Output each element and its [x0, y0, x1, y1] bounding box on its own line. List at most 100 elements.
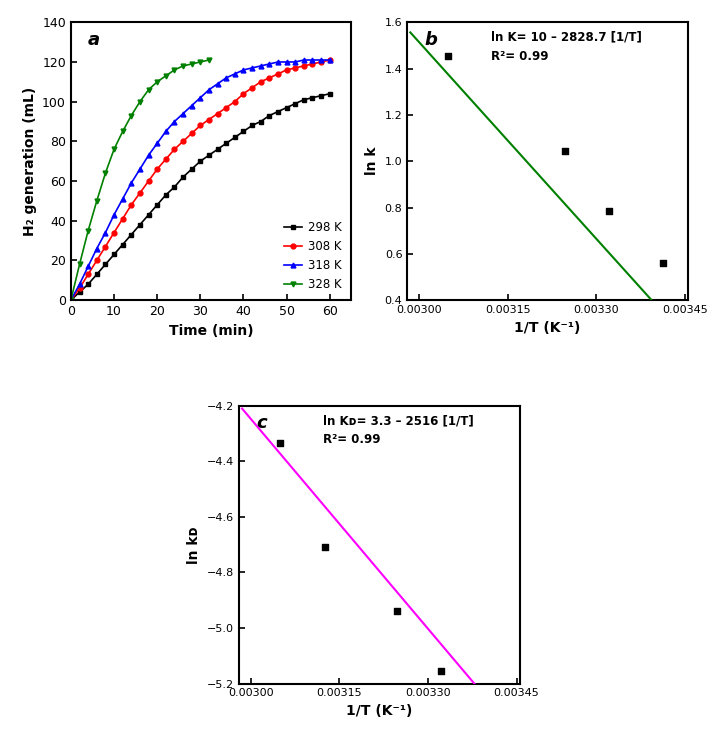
328 K	[67, 296, 75, 305]
318 K	[170, 117, 179, 126]
318 K	[317, 56, 325, 65]
298 K	[110, 250, 118, 259]
308 K	[153, 165, 162, 174]
298 K	[93, 270, 101, 279]
318 K	[153, 139, 162, 148]
318 K	[135, 165, 144, 174]
Point	[391, 606, 403, 617]
308 K	[93, 256, 101, 265]
298 K	[230, 133, 239, 142]
318 K	[196, 94, 205, 103]
318 K	[93, 244, 101, 253]
308 K	[308, 59, 317, 68]
318 K	[75, 280, 84, 289]
298 K	[179, 172, 187, 181]
328 K	[205, 56, 213, 65]
298 K	[145, 210, 153, 219]
298 K	[84, 280, 92, 289]
328 K	[75, 260, 84, 269]
318 K	[67, 296, 75, 305]
298 K	[75, 288, 84, 296]
308 K	[145, 177, 153, 186]
298 K	[205, 151, 213, 160]
328 K	[162, 71, 170, 80]
298 K	[170, 183, 179, 192]
298 K	[222, 139, 230, 148]
308 K	[118, 214, 127, 223]
318 K	[282, 57, 291, 66]
Point	[442, 50, 454, 62]
308 K	[222, 103, 230, 112]
298 K	[239, 127, 247, 136]
Point	[657, 257, 669, 269]
318 K	[265, 59, 274, 68]
328 K	[127, 111, 135, 120]
308 K	[162, 155, 170, 163]
298 K	[196, 157, 205, 166]
318 K	[257, 62, 265, 71]
328 K	[84, 226, 92, 235]
318 K	[248, 63, 257, 72]
318 K	[110, 210, 118, 219]
298 K	[308, 94, 317, 103]
Point	[603, 205, 615, 217]
298 K	[135, 220, 144, 229]
298 K	[162, 190, 170, 199]
308 K	[213, 109, 222, 118]
308 K	[274, 69, 282, 78]
318 K	[222, 74, 230, 82]
308 K	[291, 63, 299, 72]
308 K	[67, 296, 75, 305]
Text: ln K= 10 – 2828.7 [1/T]
R²= 0.99: ln K= 10 – 2828.7 [1/T] R²= 0.99	[491, 30, 642, 62]
318 K	[162, 127, 170, 136]
298 K	[248, 121, 257, 130]
328 K	[101, 169, 110, 178]
328 K	[135, 97, 144, 106]
318 K	[145, 151, 153, 160]
298 K	[153, 201, 162, 210]
328 K	[170, 65, 179, 74]
318 K	[127, 178, 135, 187]
318 K	[230, 69, 239, 78]
308 K	[282, 65, 291, 74]
308 K	[84, 270, 92, 279]
Line: 318 K: 318 K	[69, 57, 332, 302]
328 K	[118, 127, 127, 136]
318 K	[205, 85, 213, 94]
298 K	[101, 260, 110, 269]
298 K	[325, 89, 334, 98]
308 K	[205, 115, 213, 124]
328 K	[93, 196, 101, 205]
298 K	[213, 145, 222, 154]
318 K	[239, 65, 247, 74]
318 K	[118, 195, 127, 204]
Y-axis label: H₂ generation (mL): H₂ generation (mL)	[23, 87, 37, 236]
Point	[559, 145, 571, 157]
298 K	[118, 240, 127, 249]
Text: ln Kᴅ= 3.3 – 2516 [1/T]
R²= 0.99: ln Kᴅ= 3.3 – 2516 [1/T] R²= 0.99	[323, 414, 474, 446]
298 K	[67, 296, 75, 305]
Y-axis label: ln k: ln k	[365, 147, 379, 175]
Point	[435, 665, 447, 677]
308 K	[170, 145, 179, 154]
298 K	[317, 91, 325, 100]
308 K	[187, 129, 196, 138]
318 K	[308, 56, 317, 65]
318 K	[101, 228, 110, 237]
X-axis label: 1/T (K⁻¹): 1/T (K⁻¹)	[514, 320, 581, 334]
298 K	[300, 95, 308, 104]
308 K	[135, 189, 144, 198]
Text: a: a	[88, 30, 100, 48]
328 K	[110, 145, 118, 154]
328 K	[153, 77, 162, 86]
308 K	[248, 83, 257, 92]
Line: 328 K: 328 K	[69, 57, 211, 302]
298 K	[274, 107, 282, 116]
298 K	[291, 100, 299, 108]
328 K	[179, 62, 187, 71]
308 K	[300, 62, 308, 71]
X-axis label: 1/T (K⁻¹): 1/T (K⁻¹)	[346, 704, 413, 718]
318 K	[291, 57, 299, 66]
Line: 308 K: 308 K	[69, 57, 332, 302]
308 K	[317, 57, 325, 66]
